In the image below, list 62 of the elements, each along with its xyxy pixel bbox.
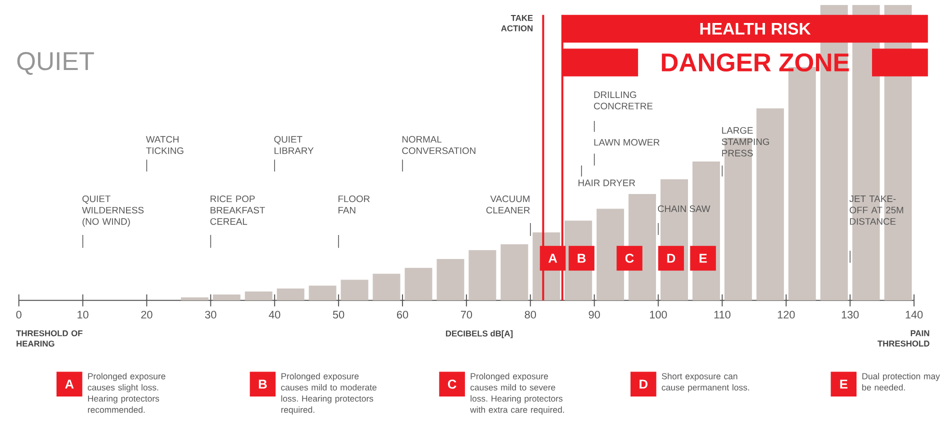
x-tick-label: 110 [714,310,730,318]
annotation: CHAIN SAW [658,205,710,212]
text: E [840,380,848,388]
annotation: C [625,254,634,263]
annotation: QUIET LIBRARY [274,136,314,154]
x-tick-label: 70 [460,310,472,318]
x-tick-label: 60 [397,310,408,318]
annotation: NORMAL CONVERSATION [402,136,476,154]
text: B [258,380,267,388]
bar [244,291,272,300]
bar [372,274,400,300]
ref-line-label: TAKE ACTION [501,14,533,32]
text: PAIN THRESHOLD [878,330,930,346]
x-tick-label: 130 [842,310,859,318]
annotation: VACUUM CLEANER [486,195,530,214]
x-tick-label: 30 [205,310,216,318]
bar [212,294,240,300]
text: Prolonged exposure causes slight loss. Hearing protectors recommended. [88,372,166,413]
text: D [640,380,648,388]
annotation: WATCH TICKING [146,136,184,154]
x-tick-label: 20 [141,310,152,318]
x-axis-title: DECIBELS dB[A] [446,330,513,338]
x-tick-label: 80 [524,310,536,318]
annotation: JET TAKE-OFF AT 25M DISTANCE [849,195,904,225]
text: A [65,380,74,388]
text: Dual protection may be needed. [862,372,940,390]
annotation: HEALTH RISK [700,22,811,35]
x-tick-label: 0 [16,310,22,318]
bar [276,288,304,300]
text: QUIET [17,52,94,75]
annotation: DRILLING CONCRETRE [594,91,653,110]
annotation: A [548,254,558,263]
annotation: LARGE STAMPING PRESS [722,126,770,156]
text: Prolonged exposure causes mild to moderate loss. Hearing protectors required. [281,372,376,414]
bar [308,285,336,300]
annotation: LAWN MOWER [594,138,660,146]
bar [468,250,496,300]
bar [180,297,208,300]
text: THRESHOLD OF HEARING [16,330,82,346]
x-tick-label: 10 [78,310,88,318]
x-tick-label: 50 [332,310,344,318]
bar [404,268,432,300]
annotation: HAIR DRYER [578,179,636,186]
bar [436,258,464,300]
x-tick-label: 40 [268,310,280,318]
bar [596,208,624,300]
annotation: D [667,254,676,263]
text: Prolonged exposure causes mild to severe loss. Hearing protectors with extra care required. [470,372,564,414]
annotation: DANGER ZONE [662,53,849,72]
annotation: FLOOR FAN [338,195,370,214]
text: C [448,379,456,389]
annotation: QUIET WILDERNESS (NO WIND) [82,195,144,227]
annotation: E [700,254,707,263]
bar [500,244,528,300]
x-tick-label: 120 [778,310,795,318]
x-tick-label: 140 [906,310,923,318]
bar [340,280,368,300]
x-tick-label: 100 [650,310,667,318]
annotation: RICE POP BREAKFAST CEREAL [210,195,265,225]
annotation: B [578,254,586,263]
x-tick-label: 90 [588,310,600,318]
text: Short exposure can cause permanent loss. [662,372,750,392]
